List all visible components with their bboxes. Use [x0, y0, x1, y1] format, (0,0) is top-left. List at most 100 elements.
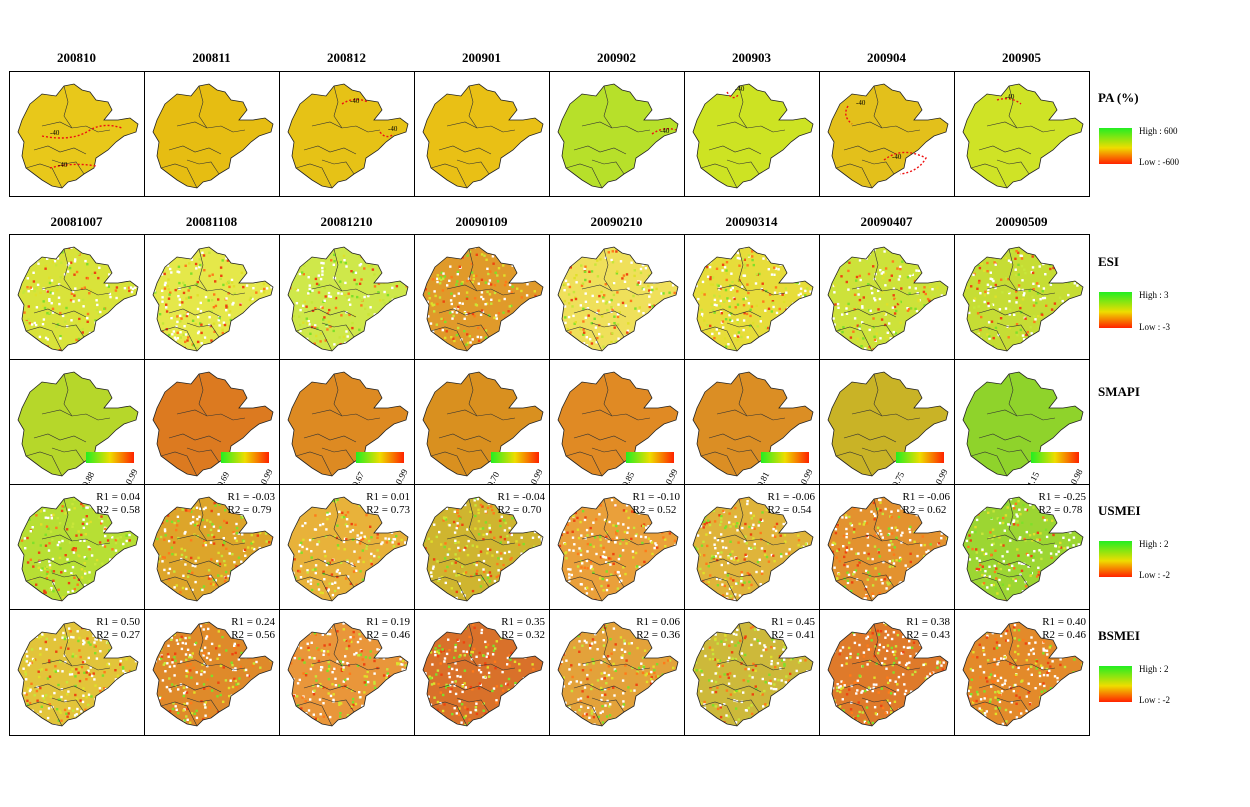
- province-boundary: [708, 308, 762, 318]
- province-boundary: [198, 248, 208, 292]
- province-boundary: [168, 683, 222, 693]
- province-boundary: [873, 623, 883, 667]
- province-boundary: [25, 326, 63, 352]
- bsmei-map-20081210: R1 = 0.19 R2 = 0.46: [280, 610, 415, 735]
- region-fill: [288, 372, 408, 476]
- header-200901: 200901: [462, 50, 501, 65]
- r1-value: R1 = -0.25: [1038, 491, 1086, 503]
- region-fill: [963, 497, 1083, 601]
- province-boundary: [311, 659, 381, 671]
- esi-map-20090210: [550, 235, 685, 360]
- province-boundary: [303, 433, 357, 443]
- region-outline: [557, 246, 679, 352]
- region-outline: [152, 621, 274, 727]
- map-svg: -40 -40: [287, 83, 409, 189]
- pa-contour-label: -40: [892, 153, 902, 161]
- province-boundary: [573, 145, 627, 155]
- province-boundary: [573, 683, 627, 693]
- province-boundary: [295, 163, 333, 189]
- province-boundary: [581, 409, 651, 421]
- province-boundary: [430, 163, 468, 189]
- pa-panel-grid: -40 -40 -40 -40 -40 -40 -40 -40 -40: [9, 71, 1090, 197]
- province-boundary: [446, 284, 516, 296]
- pa-legend-colorbar: [1099, 128, 1132, 164]
- province-boundary: [700, 451, 738, 477]
- r2-value: R2 = 0.41: [771, 629, 815, 641]
- r1-value: R1 = -0.06: [767, 491, 815, 503]
- province-boundary: [565, 326, 603, 352]
- bsmei-map-20090407: R1 = 0.38 R2 = 0.43: [820, 610, 955, 735]
- region-outline: [287, 83, 409, 189]
- map-svg: [692, 246, 814, 352]
- region-outline: [962, 83, 1084, 189]
- province-boundary: [311, 284, 381, 296]
- region-outline: [287, 496, 409, 602]
- province-boundary: [603, 623, 613, 667]
- pa-map-200812: -40 -40: [280, 72, 415, 197]
- region-outline: [422, 371, 544, 477]
- usmei-map-20081108: R1 = -0.03 R2 = 0.79: [145, 485, 280, 610]
- province-boundary: [186, 322, 220, 338]
- province-boundary: [591, 322, 625, 338]
- province-boundary: [996, 447, 1030, 463]
- esi-map-20081007: [10, 235, 145, 360]
- pa-contour-line: [883, 151, 927, 175]
- province-boundary: [716, 409, 786, 421]
- esi-map-20081210: [280, 235, 415, 360]
- region-fill: [558, 247, 678, 351]
- region-outline: [557, 621, 679, 727]
- esi-map-20090314: [685, 235, 820, 360]
- usmei-stat-label: R1 = 0.01 R2 = 0.73: [366, 491, 410, 517]
- province-boundary: [996, 697, 1030, 713]
- map-svg: [422, 496, 544, 602]
- region-fill: [288, 84, 408, 188]
- index-panel-grid: 0.88 -0.99 0.69 -0.99 0.67 -0.99 0.70 -0.99 0.85…: [9, 234, 1090, 736]
- header-20090109: 20090109: [455, 214, 508, 229]
- r2-value: R2 = 0.43: [906, 629, 950, 641]
- pa-map-200904: -40 -40: [820, 72, 955, 197]
- map-svg: [962, 246, 1084, 352]
- bsmei-map-20081007: R1 = 0.50 R2 = 0.27: [10, 610, 145, 735]
- smapi-colorbar: [356, 452, 404, 463]
- map-svg: [557, 246, 679, 352]
- province-boundary: [835, 701, 873, 727]
- pa-contour-label: -40: [1005, 93, 1015, 101]
- r2-value: R2 = 0.36: [636, 629, 680, 641]
- province-boundary: [726, 322, 760, 338]
- province-boundary: [851, 534, 921, 546]
- pa-contour-label: -40: [58, 161, 68, 169]
- province-boundary: [446, 121, 516, 133]
- region-outline: [692, 496, 814, 602]
- province-boundary: [176, 284, 246, 296]
- province-boundary: [1008, 85, 1018, 129]
- header-20090509: 20090509: [995, 214, 1048, 229]
- smapi-map-20090509: 1.15 -0.98: [955, 360, 1090, 485]
- r1-value: R1 = 0.04: [96, 491, 140, 503]
- region-outline: [422, 246, 544, 352]
- bsmei-stat-label: R1 = 0.24 R2 = 0.56: [231, 616, 275, 642]
- r2-value: R2 = 0.46: [366, 629, 410, 641]
- region-fill: [828, 372, 948, 476]
- smapi-colorbar: [221, 452, 269, 463]
- province-boundary: [430, 451, 468, 477]
- pa-map-200903: -40: [685, 72, 820, 197]
- province-boundary: [63, 373, 73, 417]
- usmei-map-20090210: R1 = -0.10 R2 = 0.52: [550, 485, 685, 610]
- r2-value: R2 = 0.56: [231, 629, 275, 641]
- r2-value: R2 = 0.54: [767, 504, 812, 516]
- map-svg: [827, 246, 949, 352]
- province-boundary: [311, 534, 381, 546]
- province-boundary: [160, 326, 198, 352]
- province-boundary: [843, 308, 897, 318]
- province-boundary: [996, 322, 1030, 338]
- header-200905: 200905: [1002, 50, 1041, 65]
- province-boundary: [978, 145, 1032, 155]
- province-boundary: [708, 683, 762, 693]
- province-boundary: [295, 701, 333, 727]
- region-fill: [288, 497, 408, 601]
- province-boundary: [700, 163, 738, 189]
- province-boundary: [603, 248, 613, 292]
- province-boundary: [468, 373, 478, 417]
- region-outline: [287, 371, 409, 477]
- province-boundary: [738, 373, 748, 417]
